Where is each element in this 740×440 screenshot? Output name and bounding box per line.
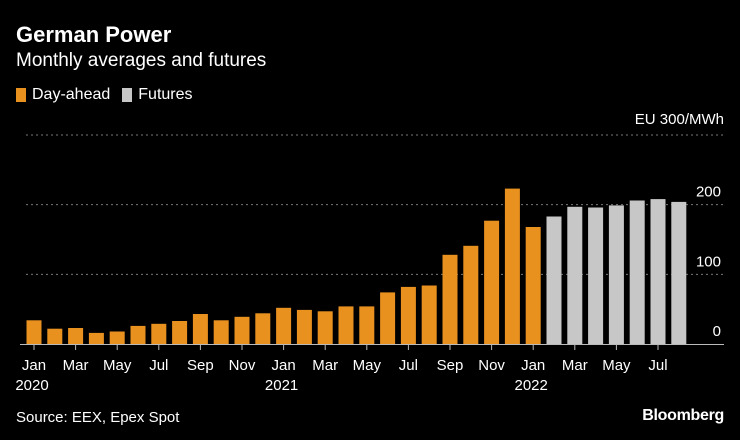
y-tick-label: 200 [696, 184, 721, 201]
legend-swatch-day-ahead [16, 88, 26, 102]
bar-day-ahead [442, 254, 458, 344]
bar-day-ahead [192, 314, 208, 344]
bar-futures [629, 200, 645, 344]
y-tick-label: 0 [713, 323, 721, 340]
x-tick-label: May [353, 357, 382, 374]
x-tick-label: Mar [562, 357, 588, 374]
bar-day-ahead [296, 309, 312, 344]
x-tick-label: May [103, 357, 132, 374]
bar-futures [608, 205, 624, 344]
x-year-label: 2020 [15, 377, 48, 394]
x-tick-label: Nov [478, 357, 505, 374]
y-tick-label: 100 [696, 253, 721, 270]
x-year-label: 2021 [265, 377, 298, 394]
legend-item-futures: Futures [122, 86, 193, 104]
bar-day-ahead [359, 306, 375, 344]
bar-day-ahead [109, 331, 125, 344]
x-tick-label: Jul [648, 357, 667, 374]
x-tick-label: Jan [22, 357, 46, 374]
chart-subtitle: Monthly averages and futures [16, 50, 267, 71]
bar-day-ahead [47, 328, 63, 344]
bar-futures [650, 199, 666, 344]
bar-day-ahead [213, 320, 229, 344]
legend-item-day-ahead: Day-ahead [16, 86, 110, 104]
x-tick-label: Mar [312, 357, 338, 374]
x-tick-label: May [602, 357, 631, 374]
bar-futures [546, 216, 562, 344]
bar-futures [588, 207, 604, 344]
legend-label-futures: Futures [138, 86, 193, 103]
bar-day-ahead [172, 321, 188, 344]
bar-day-ahead [338, 306, 354, 344]
bar-day-ahead [525, 227, 541, 344]
bar-day-ahead [130, 325, 146, 344]
bar-day-ahead [151, 323, 167, 344]
source-note: Source: EEX, Epex Spot [16, 409, 180, 426]
y-axis-unit-label: EU 300/MWh [634, 111, 724, 128]
x-tick-label: Jan [521, 357, 545, 374]
x-tick-label: Jul [399, 357, 418, 374]
x-tick-label: Mar [63, 357, 89, 374]
legend-swatch-futures [122, 88, 133, 102]
x-tick-label: Jul [149, 357, 168, 374]
bar-futures [567, 206, 583, 344]
bloomberg-logo: Bloomberg [642, 407, 724, 424]
bar-day-ahead [234, 316, 250, 344]
bar-day-ahead [276, 307, 292, 344]
x-tick-label: Sep [437, 357, 464, 374]
bar-day-ahead [255, 313, 271, 344]
bar-day-ahead [484, 220, 500, 344]
chart-legend: Day-ahead Futures [16, 86, 205, 104]
bar-day-ahead [421, 285, 437, 344]
x-year-label: 2022 [515, 377, 548, 394]
bar-day-ahead [400, 286, 416, 344]
bar-day-ahead [380, 292, 396, 344]
legend-label-day-ahead: Day-ahead [32, 86, 111, 103]
bar-futures [671, 201, 687, 344]
bar-day-ahead [463, 245, 479, 344]
x-tick-label: Jan [272, 357, 296, 374]
bar-day-ahead [68, 328, 84, 344]
x-tick-label: Sep [187, 357, 214, 374]
chart-title: German Power [16, 22, 172, 47]
bar-day-ahead [317, 311, 333, 344]
x-tick-label: Nov [229, 357, 256, 374]
bar-day-ahead [88, 332, 104, 344]
bar-day-ahead [26, 320, 42, 344]
bar-day-ahead [504, 188, 520, 344]
